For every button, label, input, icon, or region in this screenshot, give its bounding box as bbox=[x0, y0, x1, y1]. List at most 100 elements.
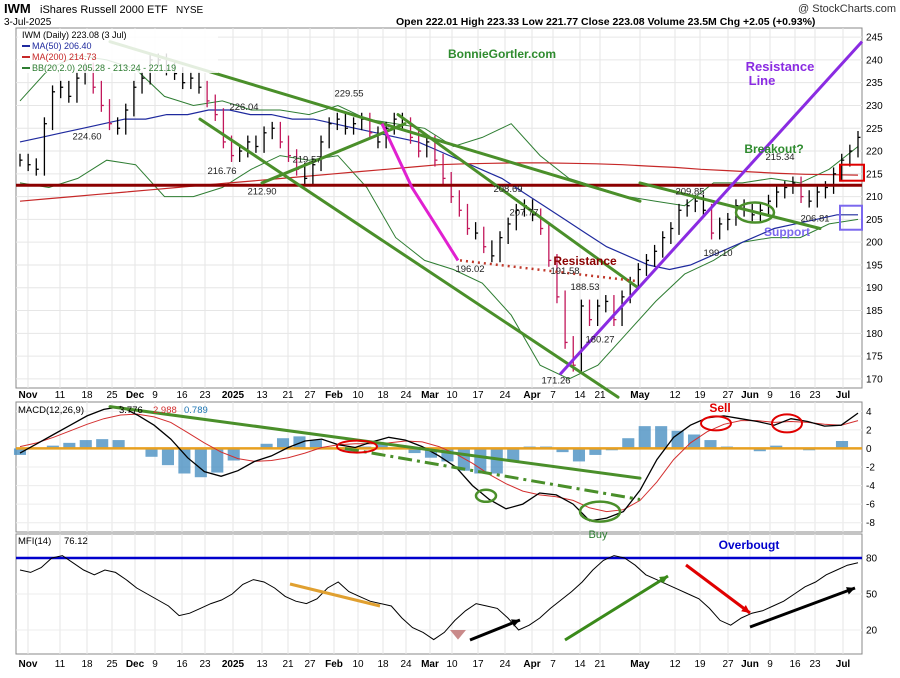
macd-y-tick-label: 2 bbox=[866, 425, 872, 436]
purple-highlight-box bbox=[839, 204, 863, 231]
price-point-label: 180.27 bbox=[585, 334, 614, 345]
y-tick-label: 240 bbox=[866, 55, 883, 66]
macd-histogram-bar bbox=[293, 436, 306, 449]
resistance-label: Resistance bbox=[553, 254, 617, 268]
resistance-line-title: Resistance bbox=[746, 59, 815, 74]
price-point-label: 171.26 bbox=[541, 375, 570, 386]
x-tick-label: Nov bbox=[19, 390, 38, 401]
x-tick-label: Feb bbox=[325, 659, 343, 670]
x-tick-label: 9 bbox=[152, 659, 158, 670]
price-panel bbox=[15, 27, 863, 389]
macd-histogram-bar bbox=[63, 442, 76, 449]
macd-histogram-bar bbox=[753, 448, 766, 452]
macd-falling-trendline bbox=[108, 405, 642, 480]
macd-histogram-bar bbox=[408, 448, 421, 454]
x-tick-label: 25 bbox=[106, 390, 118, 401]
x-tick-label: 25 bbox=[106, 659, 118, 670]
mfi-black-arrow-1 bbox=[469, 618, 521, 642]
x-tick-label: 27 bbox=[304, 659, 316, 670]
price-point-label: 208.69 bbox=[493, 184, 522, 195]
x-tick-label: 18 bbox=[81, 390, 93, 401]
y-tick-label: 245 bbox=[866, 33, 883, 44]
bollinger-upper-band bbox=[19, 54, 859, 207]
x-tick-label: 10 bbox=[446, 659, 458, 670]
x-tick-label: 24 bbox=[400, 659, 412, 670]
mfi-y-tick-label: 20 bbox=[866, 626, 878, 637]
red-highlight-box bbox=[839, 163, 865, 182]
macd-histogram-bar bbox=[424, 448, 438, 458]
macd-legend-label: MACD(12,26,9) bbox=[18, 405, 84, 416]
macd-legend-value: 3.776 bbox=[119, 405, 143, 416]
x-tick-label: 10 bbox=[446, 390, 458, 401]
macd-histogram-bar bbox=[572, 448, 586, 462]
legend-price: IWM (Daily) 223.08 (3 Jul) bbox=[22, 30, 127, 40]
x-tick-label: Apr bbox=[523, 659, 540, 670]
macd-histogram-bar bbox=[474, 448, 487, 474]
x-tick-label: Mar bbox=[421, 659, 439, 670]
x-tick-label: 23 bbox=[199, 659, 211, 670]
macd-histogram-bar bbox=[161, 448, 175, 466]
mfi-green-arrow bbox=[564, 574, 669, 642]
macd-y-tick-label: 4 bbox=[866, 407, 872, 418]
x-tick-label: Jul bbox=[836, 390, 851, 401]
macd-histogram-bar bbox=[227, 448, 240, 461]
exchange: NYSE bbox=[176, 5, 204, 16]
x-tick-label: 16 bbox=[176, 659, 188, 670]
x-tick-label: 24 bbox=[499, 390, 511, 401]
x-tick-label: 13 bbox=[256, 659, 268, 670]
mfi-black-arrow-2 bbox=[749, 586, 856, 629]
mfi-y-tick-label: 50 bbox=[866, 590, 878, 601]
sell-label: Sell bbox=[709, 401, 730, 415]
x-tick-label: Nov bbox=[19, 659, 38, 670]
y-tick-label: 185 bbox=[866, 306, 883, 317]
x-tick-label: Jun bbox=[741, 390, 759, 401]
macd-histogram-bar bbox=[835, 441, 849, 449]
macd-buy-circle-small bbox=[474, 488, 498, 504]
x-tick-label: 19 bbox=[694, 390, 706, 401]
legend-ma200: MA(200) 214.73 bbox=[32, 52, 97, 62]
x-tick-label: Jun bbox=[741, 659, 759, 670]
x-tick-label: 21 bbox=[594, 390, 606, 401]
x-tick-label: 19 bbox=[694, 659, 706, 670]
macd-y-tick-label: -8 bbox=[866, 518, 875, 529]
legend-ma50: MA(50) 206.40 bbox=[32, 41, 92, 51]
x-tick-label: 21 bbox=[282, 659, 294, 670]
x-tick-label: 12 bbox=[669, 390, 681, 401]
price-point-label: 219.57 bbox=[292, 154, 321, 165]
x-tick-label: 7 bbox=[550, 659, 556, 670]
macd-histogram-bar bbox=[276, 438, 290, 449]
macd-histogram-bar bbox=[375, 442, 388, 449]
macd-histogram-bar bbox=[211, 448, 224, 473]
breakout-label: Breakout? bbox=[744, 142, 803, 156]
source-credit: @ StockCharts.com bbox=[798, 3, 896, 15]
mfi-black-arrow-2-head bbox=[846, 587, 855, 595]
y-tick-label: 205 bbox=[866, 215, 883, 226]
x-tick-label: Dec bbox=[126, 390, 145, 401]
macd-histogram-bar bbox=[260, 443, 273, 449]
macd-histogram-bar bbox=[490, 448, 503, 474]
y-tick-label: 215 bbox=[866, 169, 883, 180]
x-tick-label: Mar bbox=[421, 390, 439, 401]
price-point-label: 212.90 bbox=[247, 186, 276, 197]
ma200-line bbox=[19, 162, 859, 202]
x-tick-label: 16 bbox=[789, 659, 801, 670]
macd-signal-line bbox=[19, 413, 859, 513]
macd-histogram-bar bbox=[112, 440, 125, 449]
x-tick-label: Feb bbox=[325, 390, 343, 401]
x-tick-label: 9 bbox=[767, 659, 773, 670]
x-tick-label: 14 bbox=[574, 659, 586, 670]
y-tick-label: 170 bbox=[866, 374, 883, 385]
x-tick-label: 11 bbox=[55, 390, 66, 401]
x-tick-label: 17 bbox=[472, 390, 484, 401]
x-tick-label: 27 bbox=[722, 390, 734, 401]
magenta-decline-line bbox=[380, 123, 460, 262]
y-tick-label: 175 bbox=[866, 352, 883, 363]
macd-histogram-bar bbox=[507, 448, 520, 462]
price-point-label: 209.85 bbox=[675, 186, 704, 197]
x-tick-label: 17 bbox=[472, 659, 484, 670]
support-trendline bbox=[638, 181, 822, 231]
macd-histogram-bar bbox=[178, 448, 191, 474]
y-tick-label: 220 bbox=[866, 147, 883, 158]
x-tick-label: 18 bbox=[377, 390, 389, 401]
